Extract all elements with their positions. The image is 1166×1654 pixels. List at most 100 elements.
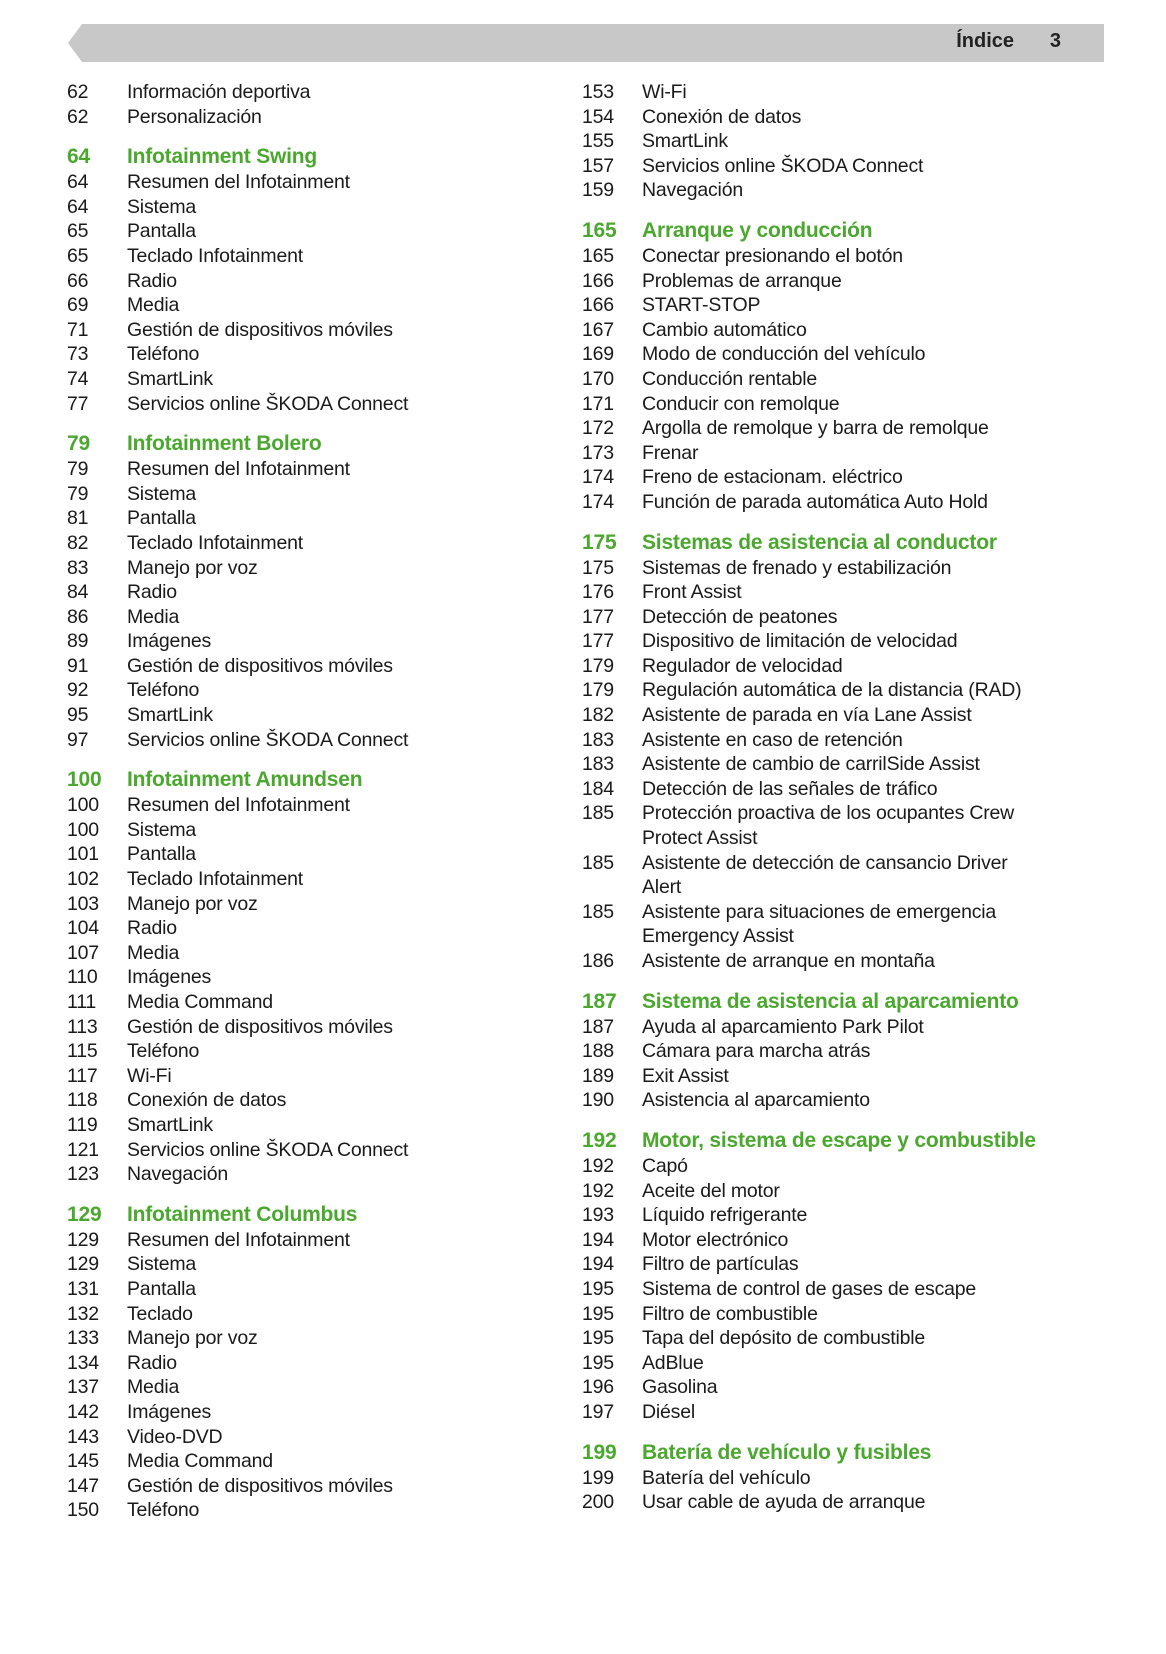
toc-entry[interactable]: 83 Manejo por voz bbox=[67, 556, 408, 581]
toc-entry[interactable]: 173 Frenar bbox=[582, 441, 1036, 466]
toc-entry[interactable]: 65 Teclado Infotainment bbox=[67, 244, 408, 269]
toc-entry[interactable]: 74 SmartLink bbox=[67, 367, 408, 392]
toc-entry[interactable]: 91 Gestión de dispositivos móviles bbox=[67, 654, 408, 679]
toc-entry[interactable]: 177 Dispositivo de limitación de velocida… bbox=[582, 629, 1036, 654]
toc-entry[interactable]: 155 SmartLink bbox=[582, 129, 1036, 154]
toc-entry[interactable]: 97 Servicios online ŠKODA Connect bbox=[67, 728, 408, 753]
toc-entry[interactable]: 118 Conexión de datos bbox=[67, 1088, 408, 1113]
toc-entry[interactable]: 79 Sistema bbox=[67, 482, 408, 507]
toc-entry[interactable]: 194 Motor electrónico bbox=[582, 1228, 1036, 1253]
toc-entry[interactable]: 188 Cámara para marcha atrás bbox=[582, 1039, 1036, 1064]
toc-entry[interactable]: 64 Sistema bbox=[67, 195, 408, 220]
section-heading[interactable]: 64 Infotainment Swing bbox=[67, 144, 408, 170]
toc-entry[interactable]: 92 Teléfono bbox=[67, 678, 408, 703]
toc-entry[interactable]: 170 Conducción rentable bbox=[582, 367, 1036, 392]
toc-entry[interactable]: 129 Resumen del Infotainment bbox=[67, 1228, 408, 1253]
toc-entry[interactable]: 179 Regulador de velocidad bbox=[582, 654, 1036, 679]
toc-entry[interactable]: 159 Navegación bbox=[582, 178, 1036, 203]
toc-entry[interactable]: 142 Imágenes bbox=[67, 1400, 408, 1425]
toc-entry[interactable]: 113 Gestión de dispositivos móviles bbox=[67, 1015, 408, 1040]
toc-entry[interactable]: 199 Batería del vehículo bbox=[582, 1466, 1036, 1491]
toc-entry[interactable]: 150 Teléfono bbox=[67, 1498, 408, 1523]
toc-entry[interactable]: 65 Pantalla bbox=[67, 219, 408, 244]
toc-entry[interactable]: 186 Asistente de arranque en montaña bbox=[582, 949, 1036, 974]
toc-entry[interactable]: 171 Conducir con remolque bbox=[582, 392, 1036, 417]
section-heading[interactable]: 175 Sistemas de asistencia al conductor bbox=[582, 530, 1036, 556]
toc-entry[interactable]: 185 Asistente para situaciones de emergen… bbox=[582, 900, 1036, 949]
toc-entry[interactable]: 132 Teclado bbox=[67, 1302, 408, 1327]
toc-entry[interactable]: 133 Manejo por voz bbox=[67, 1326, 408, 1351]
toc-entry[interactable]: 123 Navegación bbox=[67, 1162, 408, 1187]
toc-entry[interactable]: 84 Radio bbox=[67, 580, 408, 605]
toc-entry[interactable]: 174 Freno de estacionam. eléctrico bbox=[582, 465, 1036, 490]
toc-entry[interactable]: 192 Aceite del motor bbox=[582, 1179, 1036, 1204]
toc-entry[interactable]: 145 Media Command bbox=[67, 1449, 408, 1474]
toc-entry[interactable]: 69 Media bbox=[67, 293, 408, 318]
toc-entry[interactable]: 177 Detección de peatones bbox=[582, 605, 1036, 630]
toc-entry[interactable]: 81 Pantalla bbox=[67, 506, 408, 531]
toc-entry[interactable]: 110 Imágenes bbox=[67, 965, 408, 990]
toc-entry[interactable]: 100 Sistema bbox=[67, 818, 408, 843]
section-heading[interactable]: 187 Sistema de asistencia al aparcamiento bbox=[582, 989, 1036, 1015]
toc-entry[interactable]: 137 Media bbox=[67, 1375, 408, 1400]
toc-entry[interactable]: 154 Conexión de datos bbox=[582, 105, 1036, 130]
toc-entry[interactable]: 129 Sistema bbox=[67, 1252, 408, 1277]
toc-entry[interactable]: 195 Tapa del depósito de combustible bbox=[582, 1326, 1036, 1351]
section-heading[interactable]: 192 Motor, sistema de escape y combustibl… bbox=[582, 1128, 1036, 1154]
toc-entry[interactable]: 71 Gestión de dispositivos móviles bbox=[67, 318, 408, 343]
toc-entry[interactable]: 166 Problemas de arranque bbox=[582, 269, 1036, 294]
toc-entry[interactable]: 167 Cambio automático bbox=[582, 318, 1036, 343]
toc-entry[interactable]: 115 Teléfono bbox=[67, 1039, 408, 1064]
toc-entry[interactable]: 157 Servicios online ŠKODA Connect bbox=[582, 154, 1036, 179]
toc-entry[interactable]: 183 Asistente en caso de retención bbox=[582, 728, 1036, 753]
toc-entry[interactable]: 165 Conectar presionando el botón bbox=[582, 244, 1036, 269]
toc-entry[interactable]: 89 Imágenes bbox=[67, 629, 408, 654]
toc-entry[interactable]: 104 Radio bbox=[67, 916, 408, 941]
toc-entry[interactable]: 82 Teclado Infotainment bbox=[67, 531, 408, 556]
toc-entry[interactable]: 187 Ayuda al aparcamiento Park Pilot bbox=[582, 1015, 1036, 1040]
toc-entry[interactable]: 77 Servicios online ŠKODA Connect bbox=[67, 392, 408, 417]
toc-entry[interactable]: 190 Asistencia al aparcamiento bbox=[582, 1088, 1036, 1113]
toc-entry[interactable]: 153 Wi-Fi bbox=[582, 80, 1036, 105]
toc-entry[interactable]: 147 Gestión de dispositivos móviles bbox=[67, 1474, 408, 1499]
section-heading[interactable]: 79 Infotainment Bolero bbox=[67, 431, 408, 457]
toc-entry[interactable]: 169 Modo de conducción del vehículo bbox=[582, 342, 1036, 367]
toc-entry[interactable]: 176 Front Assist bbox=[582, 580, 1036, 605]
toc-entry[interactable]: 179 Regulación automática de la distancia… bbox=[582, 678, 1036, 703]
toc-entry[interactable]: 121 Servicios online ŠKODA Connect bbox=[67, 1138, 408, 1163]
toc-entry[interactable]: 172 Argolla de remolque y barra de remolq… bbox=[582, 416, 1036, 441]
section-heading[interactable]: 199 Batería de vehículo y fusibles bbox=[582, 1440, 1036, 1466]
section-heading[interactable]: 100 Infotainment Amundsen bbox=[67, 767, 408, 793]
toc-entry[interactable]: 117 Wi-Fi bbox=[67, 1064, 408, 1089]
toc-entry[interactable]: 119 SmartLink bbox=[67, 1113, 408, 1138]
toc-entry[interactable]: 143 Video-DVD bbox=[67, 1425, 408, 1450]
toc-entry[interactable]: 174 Función de parada automática Auto Hol… bbox=[582, 490, 1036, 515]
toc-entry[interactable]: 103 Manejo por voz bbox=[67, 892, 408, 917]
toc-entry[interactable]: 62 Información deportiva bbox=[67, 80, 408, 105]
toc-entry[interactable]: 185 Protección proactiva de los ocupantes… bbox=[582, 801, 1036, 850]
toc-entry[interactable]: 200 Usar cable de ayuda de arranque bbox=[582, 1490, 1036, 1515]
toc-entry[interactable]: 100 Resumen del Infotainment bbox=[67, 793, 408, 818]
toc-entry[interactable]: 62 Personalización bbox=[67, 105, 408, 130]
toc-entry[interactable]: 184 Detección de las señales de tráfico bbox=[582, 777, 1036, 802]
toc-entry[interactable]: 95 SmartLink bbox=[67, 703, 408, 728]
toc-entry[interactable]: 183 Asistente de cambio de carrilSide Ass… bbox=[582, 752, 1036, 777]
toc-entry[interactable]: 111 Media Command bbox=[67, 990, 408, 1015]
toc-entry[interactable]: 193 Líquido refrigerante bbox=[582, 1203, 1036, 1228]
section-heading[interactable]: 129 Infotainment Columbus bbox=[67, 1202, 408, 1228]
toc-entry[interactable]: 102 Teclado Infotainment bbox=[67, 867, 408, 892]
toc-entry[interactable]: 194 Filtro de partículas bbox=[582, 1252, 1036, 1277]
toc-entry[interactable]: 73 Teléfono bbox=[67, 342, 408, 367]
toc-entry[interactable]: 192 Capó bbox=[582, 1154, 1036, 1179]
toc-entry[interactable]: 107 Media bbox=[67, 941, 408, 966]
toc-entry[interactable]: 79 Resumen del Infotainment bbox=[67, 457, 408, 482]
toc-entry[interactable]: 86 Media bbox=[67, 605, 408, 630]
toc-entry[interactable]: 64 Resumen del Infotainment bbox=[67, 170, 408, 195]
toc-entry[interactable]: 197 Diésel bbox=[582, 1400, 1036, 1425]
toc-entry[interactable]: 175 Sistemas de frenado y estabilización bbox=[582, 556, 1036, 581]
toc-entry[interactable]: 101 Pantalla bbox=[67, 842, 408, 867]
toc-entry[interactable]: 195 Sistema de control de gases de escape bbox=[582, 1277, 1036, 1302]
toc-entry[interactable]: 66 Radio bbox=[67, 269, 408, 294]
toc-entry[interactable]: 195 Filtro de combustible bbox=[582, 1302, 1036, 1327]
toc-entry[interactable]: 185 Asistente de detección de cansancio D… bbox=[582, 851, 1036, 900]
